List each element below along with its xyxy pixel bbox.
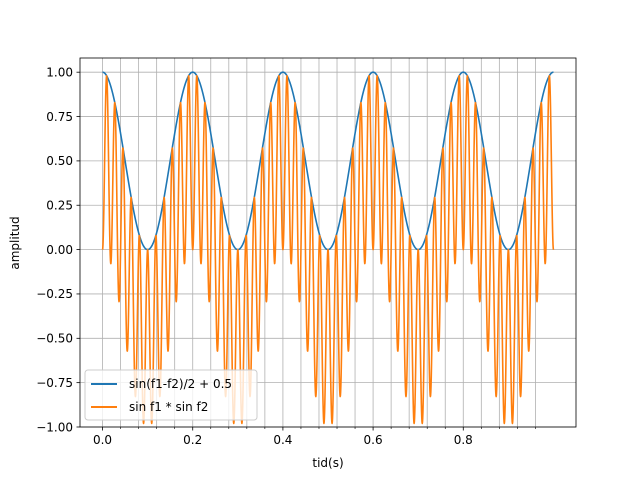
x-tick-label: 0.6 <box>364 433 383 447</box>
y-tick-label: 0.50 <box>46 154 73 168</box>
y-tick-label: 0.00 <box>46 243 73 257</box>
y-tick-label: −0.50 <box>36 332 73 346</box>
y-tick-label: −0.25 <box>36 287 73 301</box>
axes <box>79 57 577 428</box>
x-tick-label: 0.8 <box>454 433 473 447</box>
legend-label-series-1: sin(f1-f2)/2 + 0.5 <box>129 377 232 391</box>
y-tick-label: 0.25 <box>46 199 73 213</box>
series-line-2 <box>101 74 555 425</box>
y-tick-label: 0.75 <box>46 110 73 124</box>
x-axis-label: tid(s) <box>312 456 343 470</box>
legend-box <box>84 369 258 421</box>
ticks: 0.0 0.2 0.4 0.6 0.8 −1.00 −0.75 −0.50 −0.25 0.00 0… <box>36 65 536 447</box>
y-tick-label: −1.00 <box>36 420 73 434</box>
legend-label-series-2: sin f1 * sin f2 <box>129 400 208 414</box>
plot-frame <box>79 57 577 428</box>
x-tick-label: 0.0 <box>93 433 112 447</box>
y-tick-label: 1.00 <box>46 65 73 79</box>
x-tick-label: 0.4 <box>273 433 292 447</box>
x-tick-label: 0.2 <box>183 433 202 447</box>
legend: sin(f1-f2)/2 + 0.5 sin f1 * sin f2 <box>84 369 258 421</box>
y-axis-label: amplitud <box>8 216 22 269</box>
series-group <box>101 71 555 425</box>
y-tick-label: −0.75 <box>36 376 73 390</box>
